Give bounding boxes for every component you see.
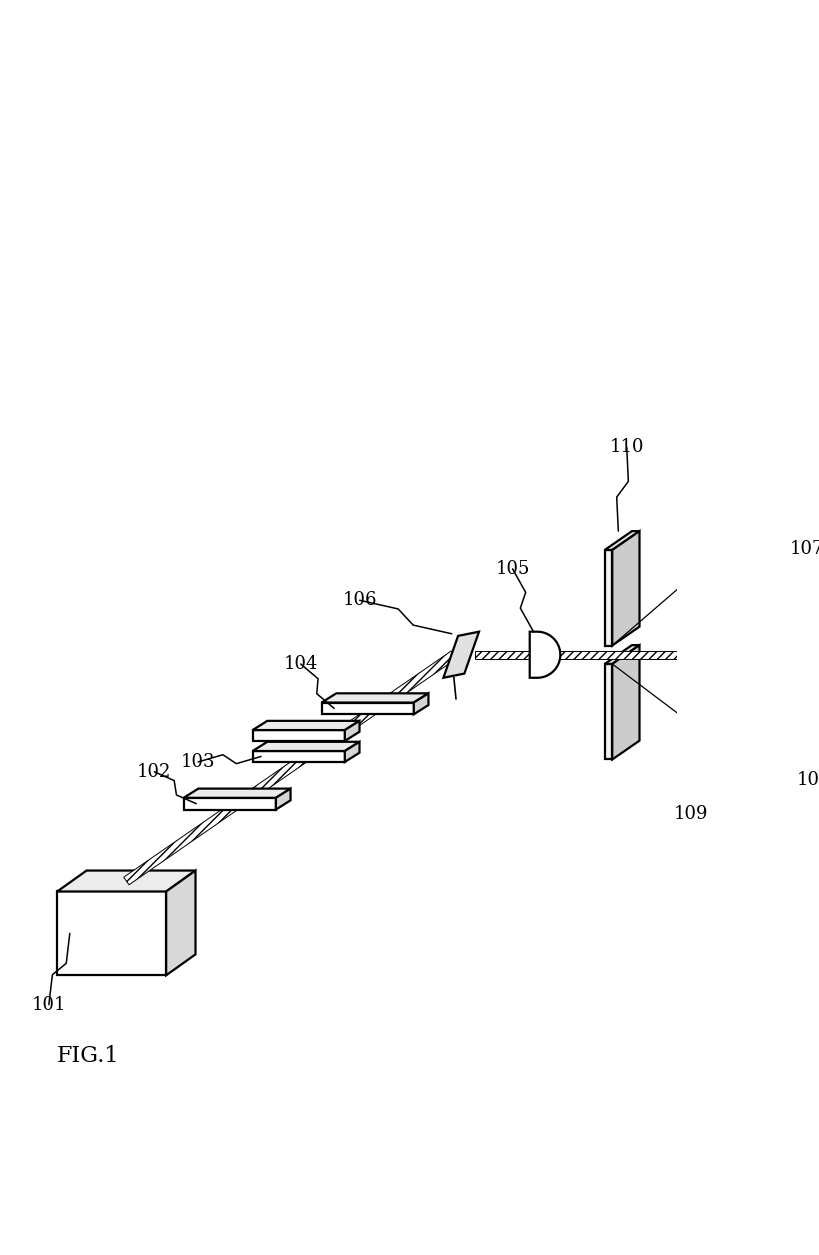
Polygon shape — [711, 523, 759, 550]
Polygon shape — [474, 650, 528, 659]
Polygon shape — [252, 720, 360, 730]
Polygon shape — [321, 703, 414, 714]
Text: 107: 107 — [789, 540, 819, 557]
Polygon shape — [612, 531, 639, 645]
Polygon shape — [612, 645, 639, 759]
Polygon shape — [604, 531, 639, 550]
Polygon shape — [57, 891, 166, 975]
Text: FIG.1: FIG.1 — [57, 1045, 120, 1068]
Polygon shape — [604, 664, 612, 759]
Polygon shape — [183, 788, 291, 798]
Polygon shape — [604, 645, 639, 664]
Text: 106: 106 — [342, 591, 377, 609]
Polygon shape — [321, 693, 428, 703]
Polygon shape — [414, 693, 428, 714]
Text: 110: 110 — [609, 438, 644, 457]
Polygon shape — [276, 788, 291, 809]
Text: 105: 105 — [495, 560, 529, 577]
Polygon shape — [558, 650, 705, 659]
Polygon shape — [252, 750, 345, 762]
Polygon shape — [345, 720, 360, 740]
Polygon shape — [57, 871, 196, 891]
Polygon shape — [688, 558, 697, 743]
Polygon shape — [688, 527, 744, 558]
Polygon shape — [529, 631, 560, 678]
Polygon shape — [689, 557, 722, 722]
Polygon shape — [697, 527, 744, 743]
Text: 103: 103 — [181, 753, 215, 771]
Polygon shape — [711, 550, 720, 768]
Text: 109: 109 — [673, 804, 708, 823]
Polygon shape — [252, 730, 345, 740]
Text: 101: 101 — [32, 995, 66, 1014]
Polygon shape — [124, 651, 456, 885]
Polygon shape — [720, 523, 759, 768]
Polygon shape — [183, 798, 276, 809]
Polygon shape — [443, 631, 479, 678]
Polygon shape — [345, 742, 360, 762]
Polygon shape — [604, 550, 612, 645]
Text: 104: 104 — [283, 655, 318, 673]
Polygon shape — [166, 871, 196, 975]
Polygon shape — [252, 742, 360, 750]
Text: 108: 108 — [797, 772, 819, 789]
Text: 102: 102 — [137, 763, 171, 781]
